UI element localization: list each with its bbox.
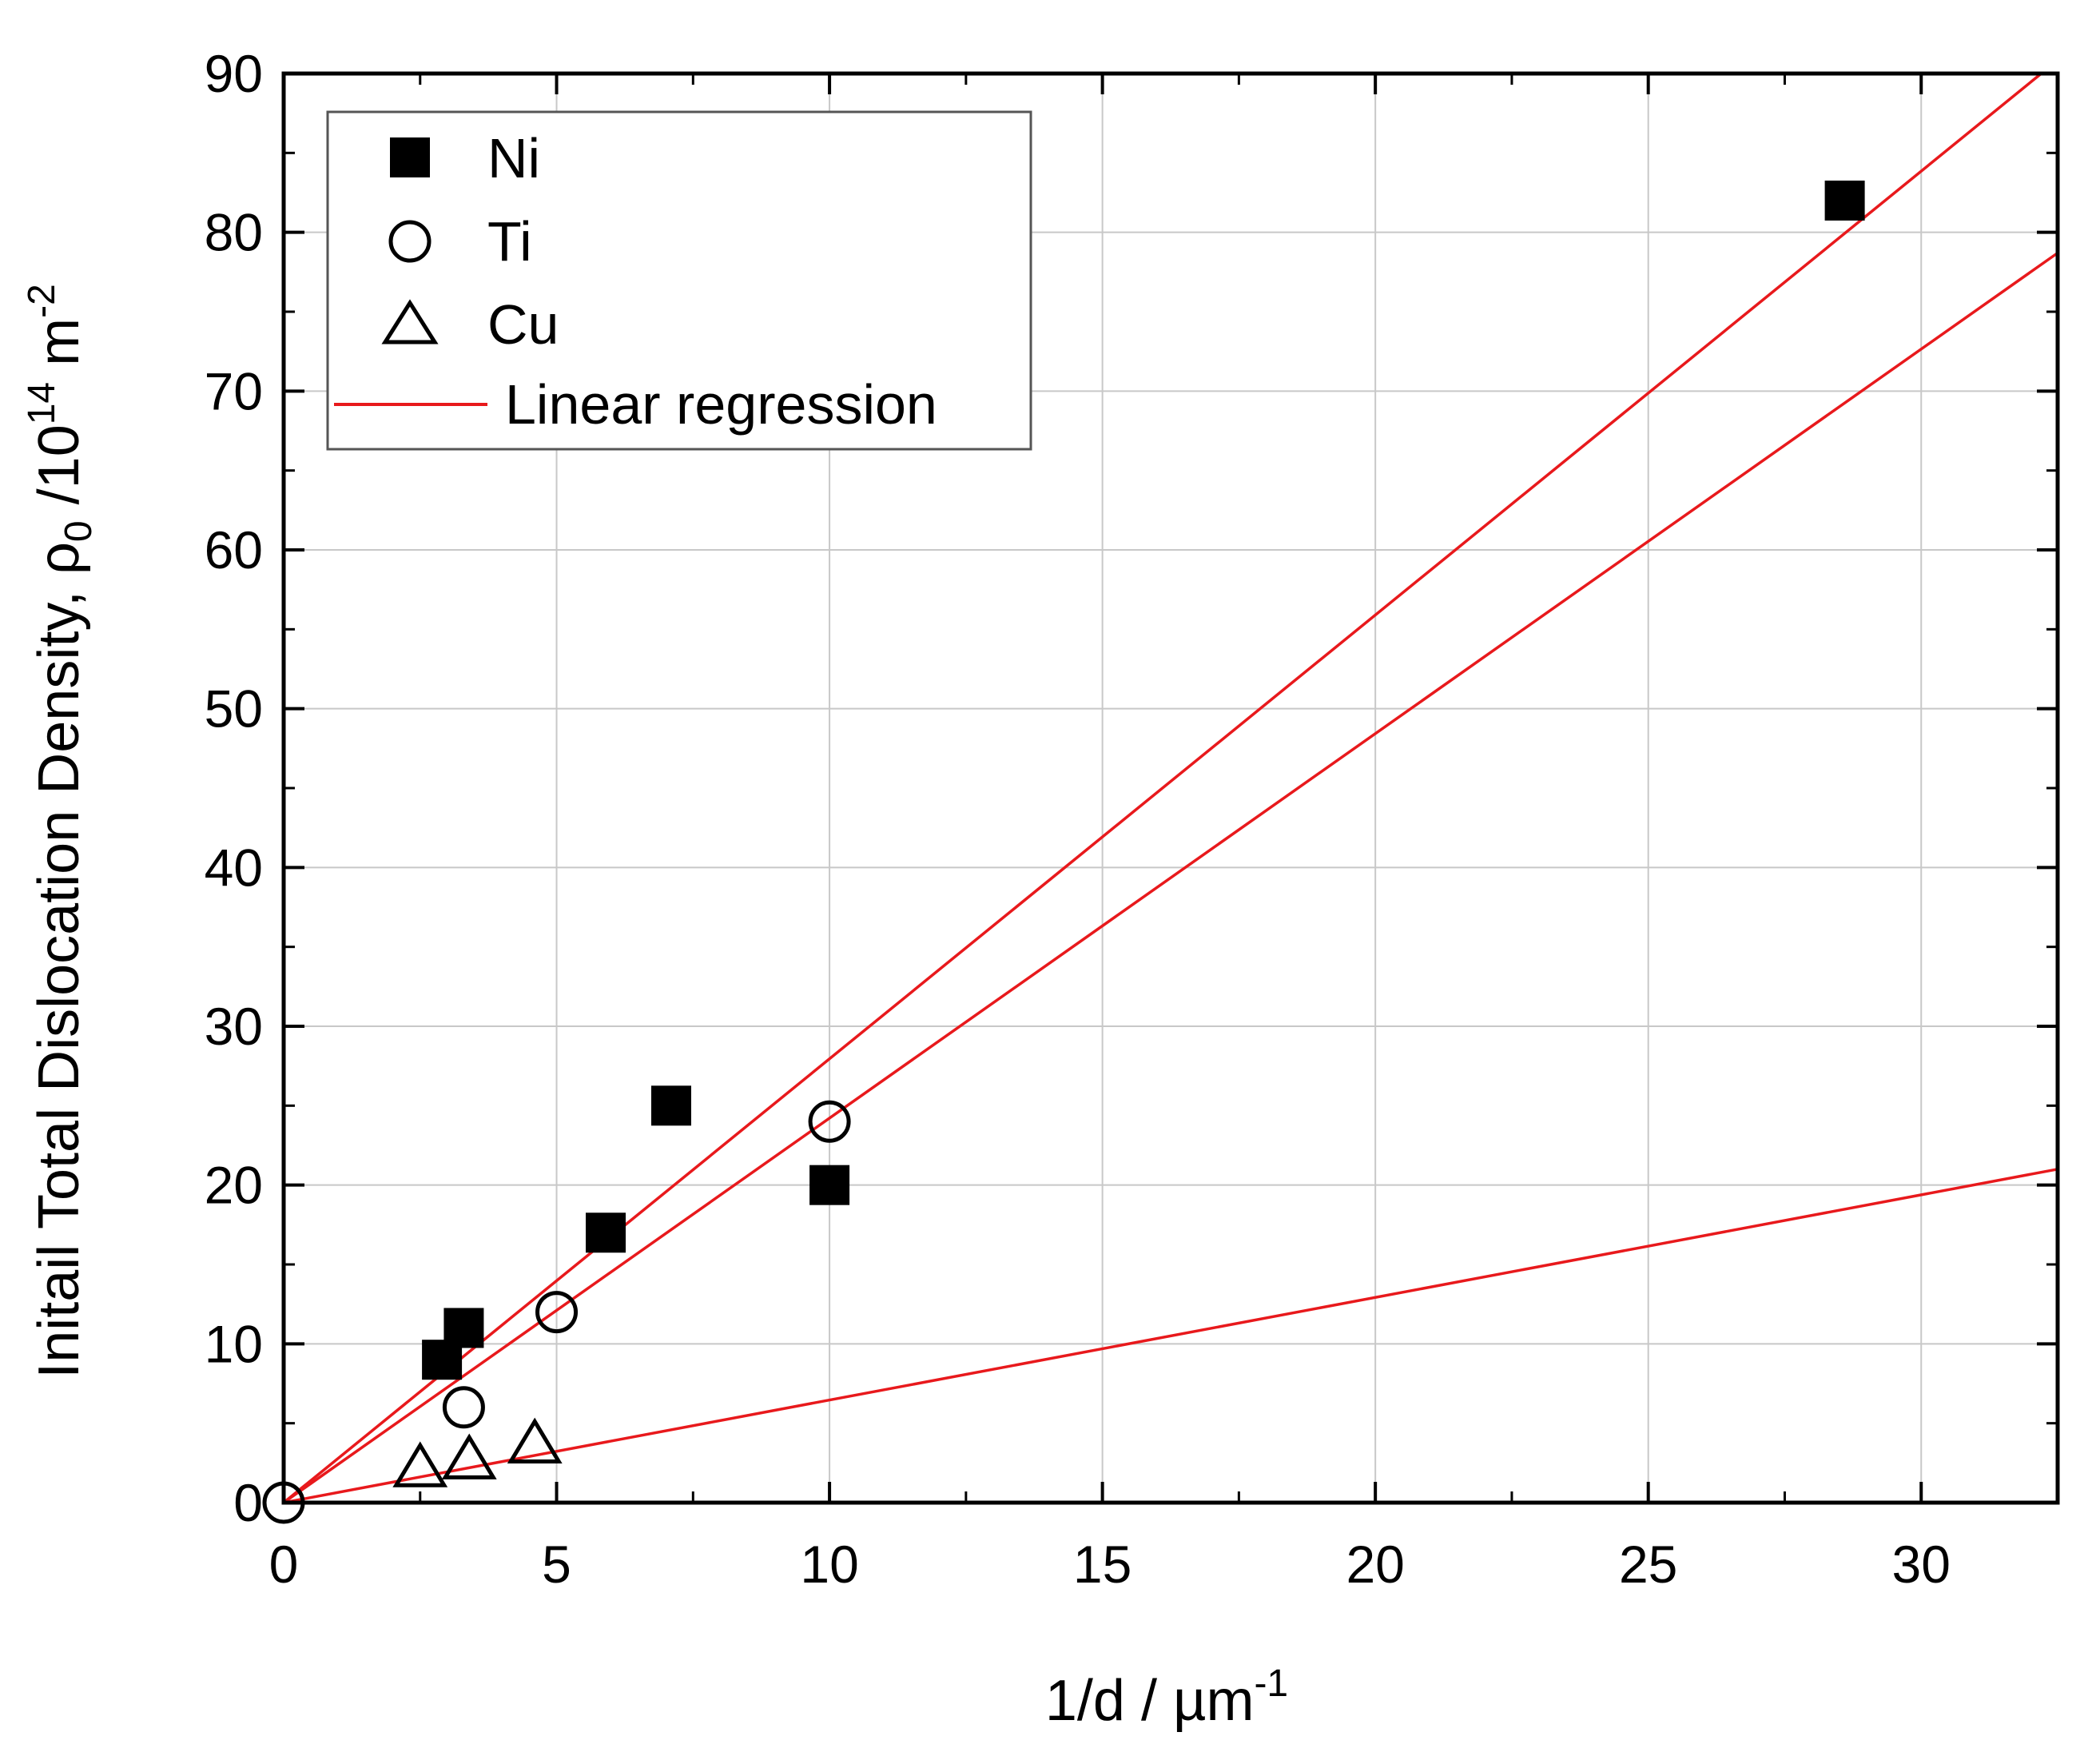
legend-marker-cu: [381, 299, 439, 344]
regression-line-ni: [282, 72, 2042, 1504]
data-point-ti: [808, 1100, 851, 1143]
y-tick-label: 20: [205, 1156, 263, 1215]
y-tick-label: 30: [205, 997, 263, 1056]
y-tick-label: 10: [205, 1314, 263, 1373]
x-tick-label: 20: [1346, 1535, 1404, 1594]
data-point-cu: [392, 1441, 448, 1487]
data-point-ni: [1824, 180, 1865, 221]
legend-label-ti: Ti: [487, 210, 532, 273]
data-markers: [262, 180, 1865, 1524]
data-point-ni: [650, 1085, 691, 1126]
regression-line-cu: [283, 1168, 2058, 1504]
y-tick-label: 60: [205, 520, 263, 579]
legend-marker-ni: [390, 137, 430, 177]
y-tick-label: 90: [205, 44, 263, 103]
y-tick-label: 40: [205, 838, 263, 897]
y-tick-label: 70: [205, 361, 263, 420]
legend-label-cu: Cu: [487, 293, 559, 356]
x-axis-title: 1/d / µm-1: [1045, 1662, 1288, 1733]
legend-label-ni: Ni: [487, 127, 540, 189]
x-tick-label: 15: [1073, 1535, 1132, 1594]
data-point-ti: [442, 1386, 485, 1429]
regression-line-ti: [282, 252, 2059, 1504]
grid: [284, 74, 2058, 1503]
x-tick-label: 30: [1892, 1535, 1951, 1594]
x-tick-label: 0: [269, 1535, 299, 1594]
y-tick-label: 0: [233, 1473, 263, 1532]
data-point-ni: [443, 1308, 484, 1348]
data-point-ti: [535, 1291, 579, 1334]
legend-label-regression: Linear regression: [505, 373, 937, 436]
tick-labels: 0 5 10 15 20 25 30 0 10 20 30 40 50 60 70 80 90: [205, 44, 1951, 1594]
x-tick-label: 5: [542, 1535, 571, 1594]
legend-box: [326, 110, 1032, 451]
y-tick-label: 80: [205, 203, 263, 262]
data-point-cu: [441, 1433, 497, 1479]
axis-ticks: [282, 72, 2058, 1504]
regression-lines: [282, 72, 2059, 1504]
legend-marker-ti: [388, 220, 432, 263]
y-axis-title: Initail Total Dislocation Density, ρ0 /1…: [21, 284, 100, 1379]
data-point-ni: [586, 1212, 626, 1253]
x-tick-label: 25: [1619, 1535, 1677, 1594]
x-tick-label: 10: [800, 1535, 858, 1594]
data-point-ni: [809, 1165, 850, 1205]
y-tick-label: 50: [205, 679, 263, 739]
data-point-cu: [507, 1417, 563, 1463]
legend: Ni Ti Cu Linear regression: [326, 110, 1032, 451]
